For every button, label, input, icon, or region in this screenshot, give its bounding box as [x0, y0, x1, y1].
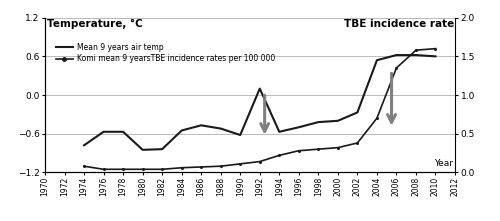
- Text: Temperature, °C: Temperature, °C: [47, 19, 143, 29]
- Legend: Mean 9 years air temp, Komi mean 9 yearsTBE incidence rates per 100 000: Mean 9 years air temp, Komi mean 9 years…: [53, 40, 278, 67]
- Text: Year: Year: [434, 159, 453, 168]
- Text: TBE incidence rate: TBE incidence rate: [344, 19, 455, 29]
